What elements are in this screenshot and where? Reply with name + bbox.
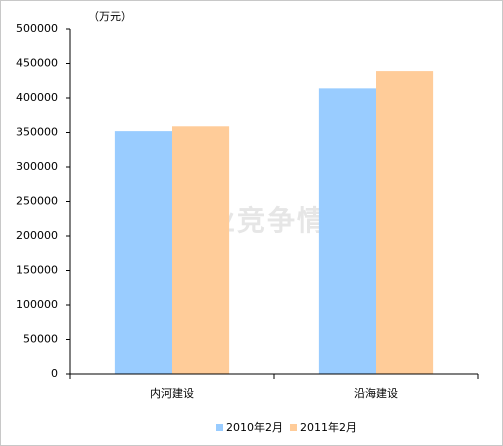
bar xyxy=(318,88,376,374)
x-tick-label: 内河建设 xyxy=(150,386,194,400)
y-tick-label: 400000 xyxy=(16,91,58,104)
legend-label: 2010年2月 xyxy=(226,420,283,434)
legend-swatch xyxy=(216,424,223,431)
y-tick-label: 100000 xyxy=(16,298,58,311)
legend-swatch xyxy=(290,424,297,431)
y-tick-label: 300000 xyxy=(16,160,58,173)
y-tick-label: 500000 xyxy=(16,22,58,35)
bar xyxy=(172,126,230,374)
y-tick-label: 200000 xyxy=(16,229,58,242)
x-tick-label: 沿海建设 xyxy=(354,386,398,400)
y-tick-label: 450000 xyxy=(16,57,58,70)
bar xyxy=(114,131,172,374)
unit-label: （万元） xyxy=(88,10,132,23)
y-tick-label: 250000 xyxy=(16,195,58,208)
y-tick-label: 150000 xyxy=(16,264,58,277)
y-tick-label: 350000 xyxy=(16,126,58,139)
y-tick-label: 50000 xyxy=(23,333,58,346)
legend-label: 2011年2月 xyxy=(300,420,357,434)
y-tick-label: 0 xyxy=(51,367,58,380)
bar xyxy=(376,71,434,374)
